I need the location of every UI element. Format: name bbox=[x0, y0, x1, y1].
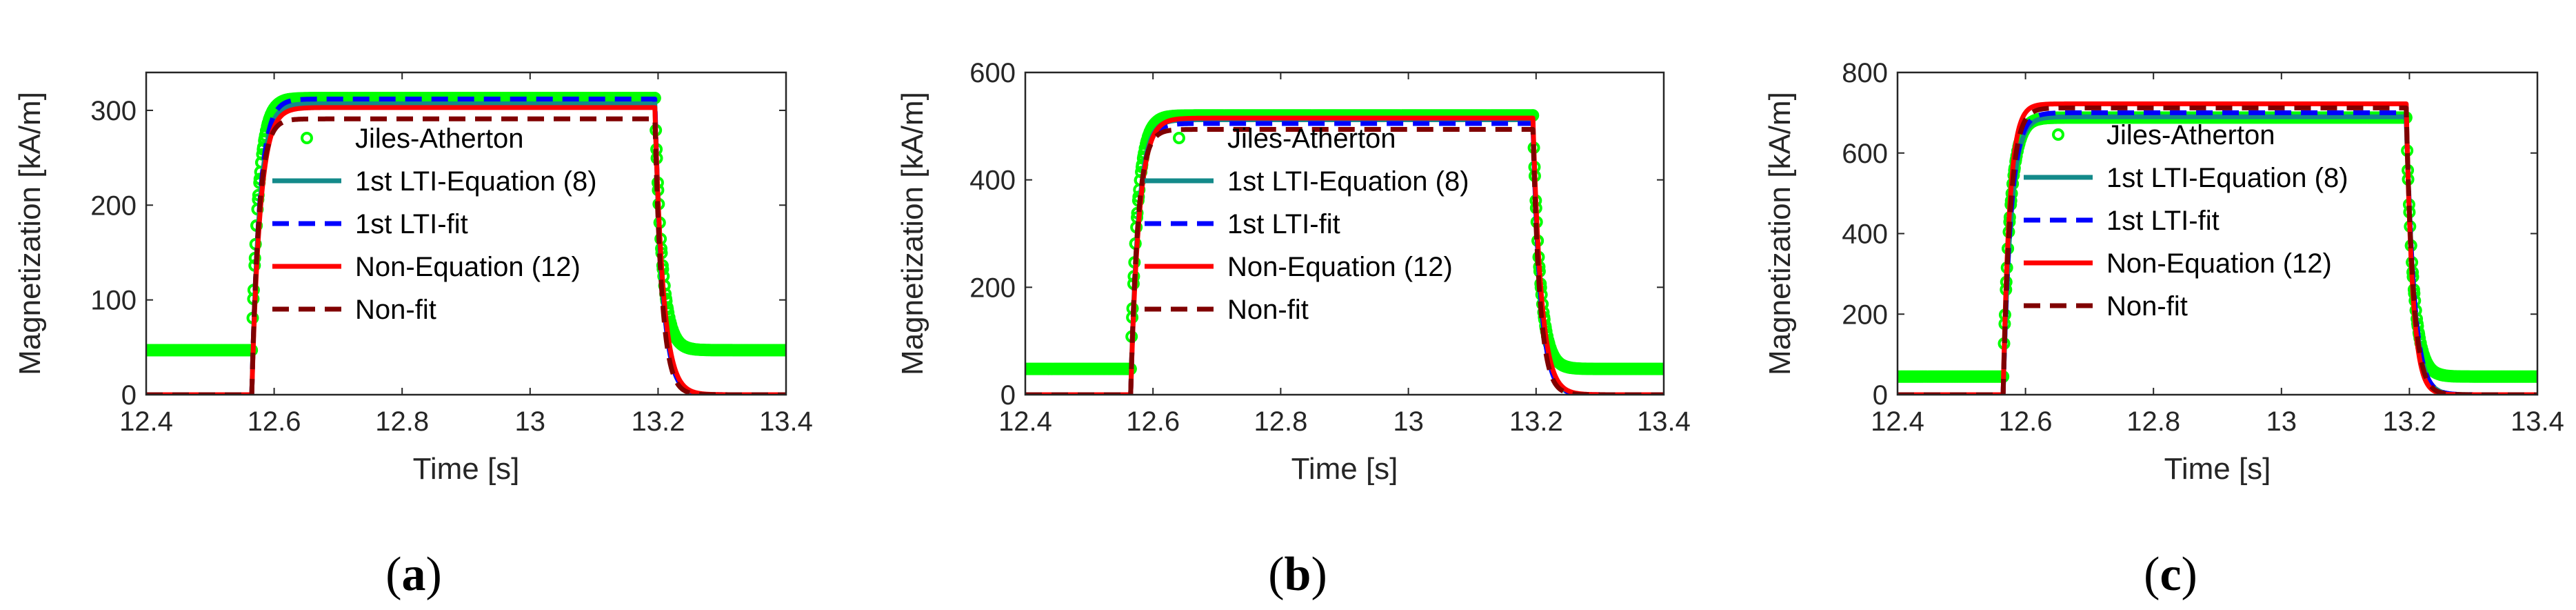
x-tick-label: 13 bbox=[515, 406, 546, 437]
series-line-4 bbox=[146, 116, 786, 395]
y-tick-label: 0 bbox=[1000, 380, 1016, 411]
legend-label: Non-Equation (12) bbox=[1227, 252, 1453, 282]
plot-series bbox=[1898, 101, 2537, 395]
legend-item: Non-fit bbox=[1145, 295, 1309, 325]
x-tick-label: 12.8 bbox=[1254, 406, 1307, 437]
plot-series bbox=[1025, 109, 1664, 395]
axes-box bbox=[145, 71, 787, 396]
x-tick-label: 13 bbox=[2266, 406, 2297, 437]
legend-label: Non-fit bbox=[1227, 295, 1309, 325]
ja-marker bbox=[2531, 370, 2537, 383]
chart-panel-a: 12.4 12.6 12.8 13 13.2 13.4 0 100 200 300 Time [s]… bbox=[13, 71, 813, 601]
series-line-4 bbox=[1898, 105, 2537, 395]
legend: Jiles-Atherton 1st LTI-Equation (8) 1st LT… bbox=[1145, 124, 1469, 325]
legend-item: Jiles-Atherton bbox=[301, 124, 524, 154]
x-tick-label: 12.4 bbox=[119, 406, 173, 437]
x-tick-label: 13.4 bbox=[1637, 406, 1691, 437]
x-axis-label: Time [s] bbox=[1291, 452, 1398, 486]
x-tick-label: 12.4 bbox=[1871, 406, 1924, 437]
x-tick-label: 12.4 bbox=[998, 406, 1052, 437]
y-tick-label: 200 bbox=[969, 273, 1016, 303]
y-tick-label: 400 bbox=[969, 166, 1016, 196]
legend-label: 1st LTI-Equation (8) bbox=[355, 166, 597, 197]
panel-caption: (b) bbox=[1268, 548, 1327, 601]
legend-label: Jiles-Atherton bbox=[355, 124, 524, 154]
ja-marker bbox=[1658, 362, 1664, 375]
x-tick-label: 13.2 bbox=[2382, 406, 2436, 437]
legend-item: 1st LTI-Equation (8) bbox=[2024, 163, 2348, 193]
x-tick-label: 13.2 bbox=[1509, 406, 1563, 437]
y-tick-label: 300 bbox=[90, 96, 137, 126]
y-tick-label: 400 bbox=[1842, 219, 1888, 250]
x-tick-label: 12.6 bbox=[248, 406, 301, 437]
legend-item: Non-Equation (12) bbox=[2024, 248, 2332, 279]
y-tick-label: 800 bbox=[1842, 58, 1888, 88]
legend-item: Non-fit bbox=[272, 295, 436, 325]
legend-label: Non-fit bbox=[2106, 291, 2188, 322]
x-tick-label: 12.8 bbox=[375, 406, 429, 437]
legend-item: Non-fit bbox=[2024, 291, 2188, 322]
y-tick-label: 0 bbox=[121, 380, 137, 411]
x-tick-label: 13.2 bbox=[631, 406, 685, 437]
legend: Jiles-Atherton 1st LTI-Equation (8) 1st LT… bbox=[2024, 120, 2348, 322]
legend-item: 1st LTI-fit bbox=[2024, 206, 2220, 236]
legend-label: 1st LTI-Equation (8) bbox=[2106, 163, 2348, 193]
legend-item: Non-Equation (12) bbox=[272, 252, 581, 282]
x-tick-label: 12.8 bbox=[2126, 406, 2180, 437]
x-tick-label: 12.6 bbox=[1126, 406, 1180, 437]
y-tick-label: 200 bbox=[90, 190, 137, 221]
legend-item: 1st LTI-fit bbox=[1145, 209, 1340, 239]
ja-marker bbox=[780, 344, 786, 357]
ja-marker bbox=[1564, 361, 1577, 374]
y-tick-label: 200 bbox=[1842, 299, 1888, 330]
x-tick-label: 13.4 bbox=[759, 406, 813, 437]
y-axis-label: Magnetization [kA/m] bbox=[896, 92, 929, 375]
ja-marker bbox=[686, 342, 699, 355]
legend-label: Non-Equation (12) bbox=[2106, 248, 2332, 279]
x-axis-label: Time [s] bbox=[2164, 452, 2271, 486]
axes-box bbox=[1024, 71, 1665, 396]
legend-marker-icon bbox=[1173, 132, 1185, 144]
legend-label: Non-fit bbox=[355, 295, 436, 325]
legend-item: 1st LTI-Equation (8) bbox=[1145, 166, 1469, 197]
legend-label: 1st LTI-fit bbox=[355, 209, 468, 239]
legend-item: 1st LTI-Equation (8) bbox=[272, 166, 597, 197]
legend-marker-icon bbox=[301, 132, 313, 144]
legend-label: 1st LTI-fit bbox=[2106, 206, 2220, 236]
x-axis-label: Time [s] bbox=[413, 452, 520, 486]
legend-label: 1st LTI-Equation (8) bbox=[1227, 166, 1469, 197]
y-axis-label: Magnetization [kA/m] bbox=[13, 92, 47, 375]
x-tick-label: 12.6 bbox=[1999, 406, 2053, 437]
legend-label: Jiles-Atherton bbox=[1227, 124, 1396, 154]
legend-label: Jiles-Atherton bbox=[2106, 120, 2275, 150]
x-tick-label: 13.4 bbox=[2510, 406, 2564, 437]
legend-item: Jiles-Atherton bbox=[2052, 120, 2275, 150]
legend-label: Non-Equation (12) bbox=[355, 252, 581, 282]
legend-label: 1st LTI-fit bbox=[1227, 209, 1340, 239]
legend-item: Jiles-Atherton bbox=[1173, 124, 1396, 154]
y-axis-label: Magnetization [kA/m] bbox=[1763, 92, 1797, 375]
chart-panel-c: 12.4 12.6 12.8 13 13.2 13.4 0 200 400 600 800 Time … bbox=[1763, 58, 2564, 601]
y-tick-label: 600 bbox=[1842, 139, 1888, 169]
y-tick-label: 0 bbox=[1873, 380, 1888, 411]
legend-marker-icon bbox=[2052, 128, 2064, 141]
ja-marker bbox=[2437, 368, 2451, 382]
y-tick-label: 100 bbox=[90, 286, 137, 316]
legend-item: 1st LTI-fit bbox=[272, 209, 468, 239]
legend-item: Non-Equation (12) bbox=[1145, 252, 1453, 282]
panel-caption: (a) bbox=[385, 548, 442, 601]
x-tick-label: 13 bbox=[1393, 406, 1424, 437]
legend: Jiles-Atherton 1st LTI-Equation (8) 1st LT… bbox=[272, 124, 597, 325]
y-tick-label: 600 bbox=[969, 58, 1016, 88]
series-line-4 bbox=[1025, 127, 1664, 395]
panel-caption: (c) bbox=[2144, 548, 2197, 601]
chart-panel-b: 12.4 12.6 12.8 13 13.2 13.4 0 200 400 600 Time [s]… bbox=[896, 58, 1691, 601]
plot-series bbox=[146, 92, 786, 395]
